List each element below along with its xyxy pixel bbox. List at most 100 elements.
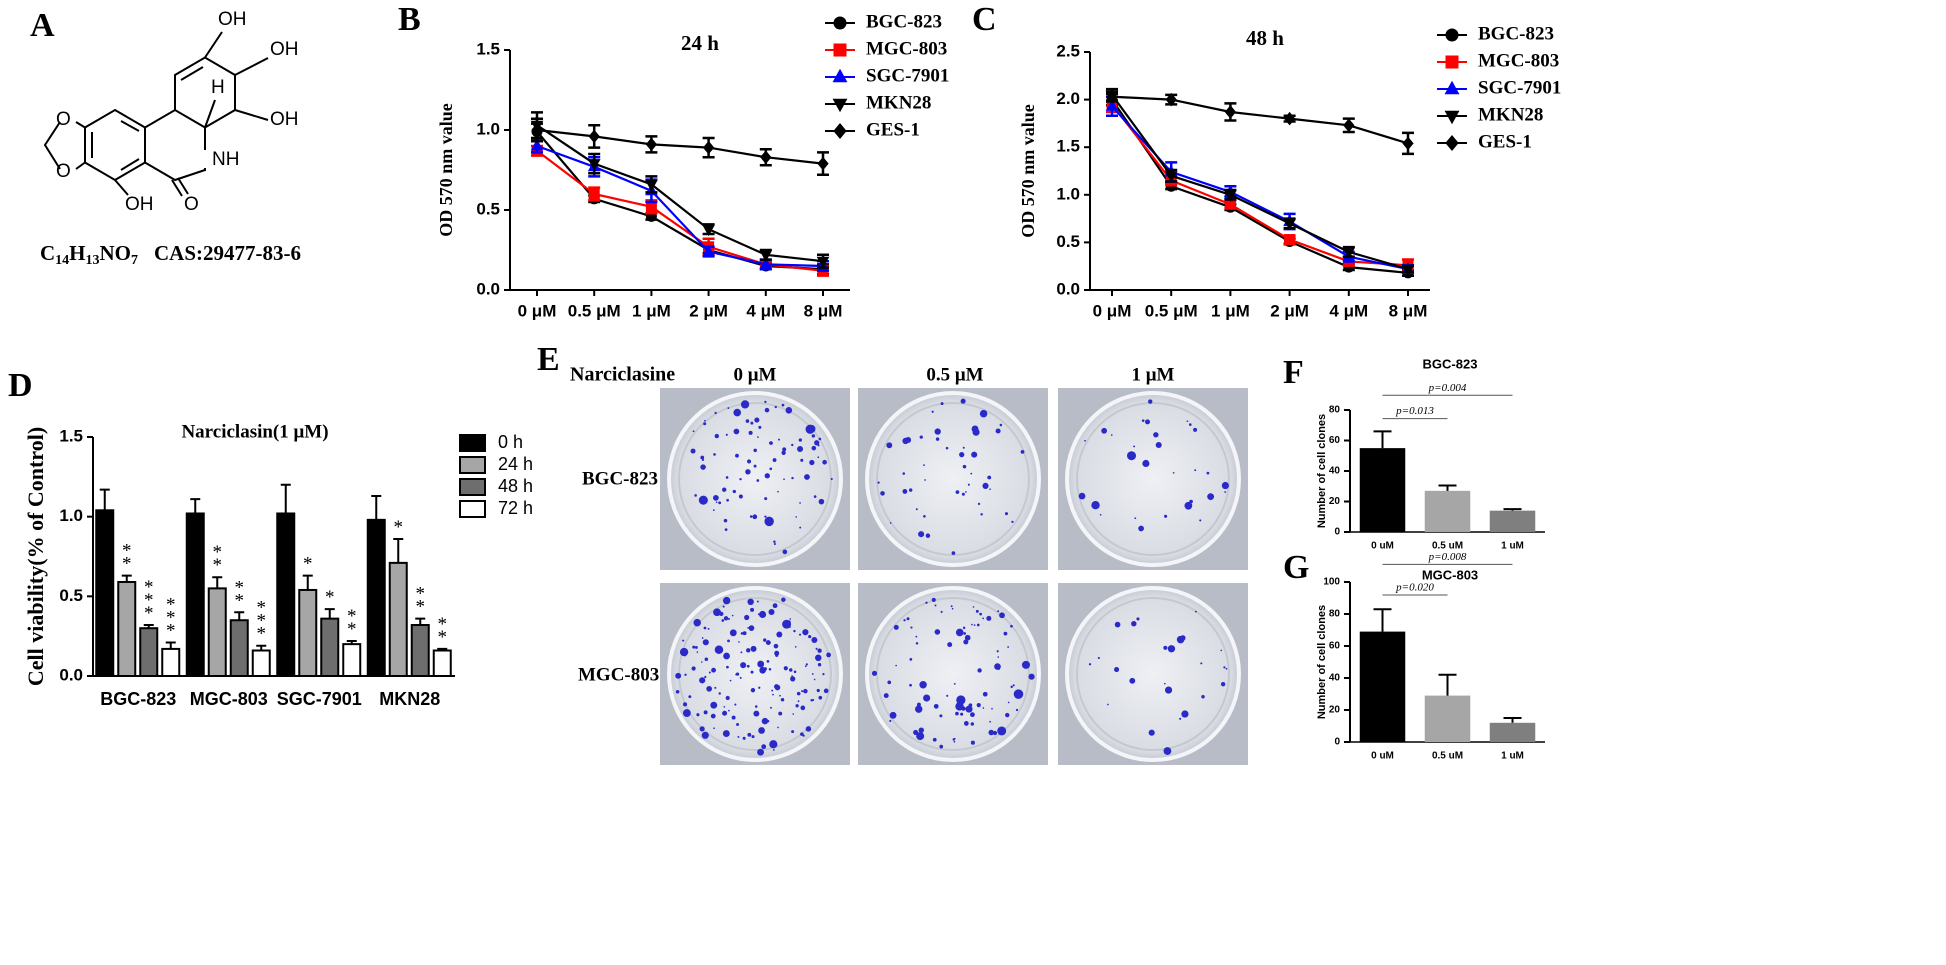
marker xyxy=(1444,80,1460,95)
colony xyxy=(708,671,711,674)
x-tick-label: 0 μM xyxy=(1093,301,1132,320)
colony xyxy=(815,647,818,650)
y-tick-label: 0.0 xyxy=(59,665,83,684)
bond xyxy=(234,57,269,76)
colony xyxy=(916,732,925,741)
colony xyxy=(996,650,999,653)
marker xyxy=(1445,55,1459,69)
error-bar xyxy=(121,574,132,582)
colony xyxy=(908,488,913,492)
colony xyxy=(946,694,949,697)
colony xyxy=(733,412,736,415)
marker xyxy=(833,16,847,30)
colony xyxy=(731,614,734,617)
colony xyxy=(722,710,728,716)
error-bar xyxy=(165,641,176,649)
colony xyxy=(694,494,697,497)
colony xyxy=(959,451,965,458)
marker xyxy=(817,156,829,171)
bond xyxy=(144,108,206,150)
colony xyxy=(997,610,1000,613)
colony xyxy=(770,706,773,709)
colony xyxy=(772,603,778,609)
bar xyxy=(161,647,181,677)
p-value: p=0.004 xyxy=(1428,382,1467,394)
error-bar xyxy=(324,608,335,619)
colony xyxy=(1179,717,1182,720)
x-tick-label: 1 uM xyxy=(1501,751,1524,762)
chart-title: MGC-803 xyxy=(1422,567,1478,582)
colony xyxy=(725,433,728,436)
colony xyxy=(810,698,813,702)
colony xyxy=(1010,685,1013,689)
colony xyxy=(1088,663,1092,666)
colony xyxy=(735,453,739,458)
panel-label: D xyxy=(8,367,33,404)
error-bar xyxy=(234,611,245,621)
marker xyxy=(759,257,773,269)
atom: OH xyxy=(218,9,247,30)
colony xyxy=(774,684,779,689)
colony xyxy=(802,629,809,636)
bond xyxy=(180,66,204,81)
colony xyxy=(1194,469,1197,472)
colony xyxy=(999,612,1005,619)
colony xyxy=(773,643,779,649)
error-bar xyxy=(1503,717,1522,723)
colony xyxy=(970,740,975,745)
colony xyxy=(939,744,944,749)
series-line xyxy=(1111,98,1409,274)
colony xyxy=(970,712,975,718)
colony xyxy=(1004,512,1009,516)
colony xyxy=(1084,439,1086,442)
colony xyxy=(769,441,772,444)
x-tick-label: BGC-823 xyxy=(100,689,176,709)
bond xyxy=(114,179,129,196)
colony xyxy=(962,446,965,449)
colony xyxy=(965,705,973,713)
colony xyxy=(750,687,756,693)
colony xyxy=(1186,420,1189,422)
bond xyxy=(171,179,183,197)
colony xyxy=(1013,689,1024,699)
colony xyxy=(740,651,743,654)
panel-label: A xyxy=(30,7,55,44)
colony xyxy=(1003,631,1008,636)
colony xyxy=(1005,712,1010,718)
colony xyxy=(772,693,774,696)
colony xyxy=(1145,419,1151,425)
colony xyxy=(706,685,712,692)
y-tick-label: 0.0 xyxy=(476,279,500,298)
colony xyxy=(774,650,780,656)
colony xyxy=(794,645,797,648)
x-tick-label: 1 μM xyxy=(1211,301,1250,320)
y-tick-label: 20 xyxy=(1329,496,1341,507)
colony xyxy=(764,516,774,527)
marker xyxy=(832,68,848,83)
colony xyxy=(1007,646,1010,648)
marker xyxy=(759,250,773,262)
error-bar xyxy=(1438,673,1457,696)
colony xyxy=(722,487,727,492)
colony xyxy=(960,398,966,404)
atom: OH xyxy=(270,39,299,60)
colony xyxy=(1200,662,1203,665)
atom: O xyxy=(56,109,71,130)
colony xyxy=(715,501,718,504)
colony xyxy=(769,740,778,749)
colony xyxy=(1167,645,1176,653)
colony xyxy=(723,518,728,523)
y-tick-label: 60 xyxy=(1329,435,1341,446)
colony xyxy=(953,740,956,743)
error-bar xyxy=(256,644,267,651)
legend-swatch xyxy=(459,434,486,452)
colony xyxy=(973,624,976,626)
marker xyxy=(1445,135,1459,151)
colony xyxy=(682,639,685,642)
colony xyxy=(718,692,721,695)
colony xyxy=(995,428,1001,434)
colony xyxy=(704,657,709,662)
bar xyxy=(1489,510,1536,532)
colony xyxy=(931,597,936,602)
x-tick-label: 0 uM xyxy=(1371,541,1394,552)
